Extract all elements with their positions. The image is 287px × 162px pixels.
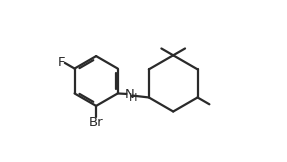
Text: Br: Br (89, 116, 103, 129)
Text: H: H (129, 93, 137, 103)
Text: N: N (124, 88, 134, 101)
Text: F: F (57, 56, 65, 69)
